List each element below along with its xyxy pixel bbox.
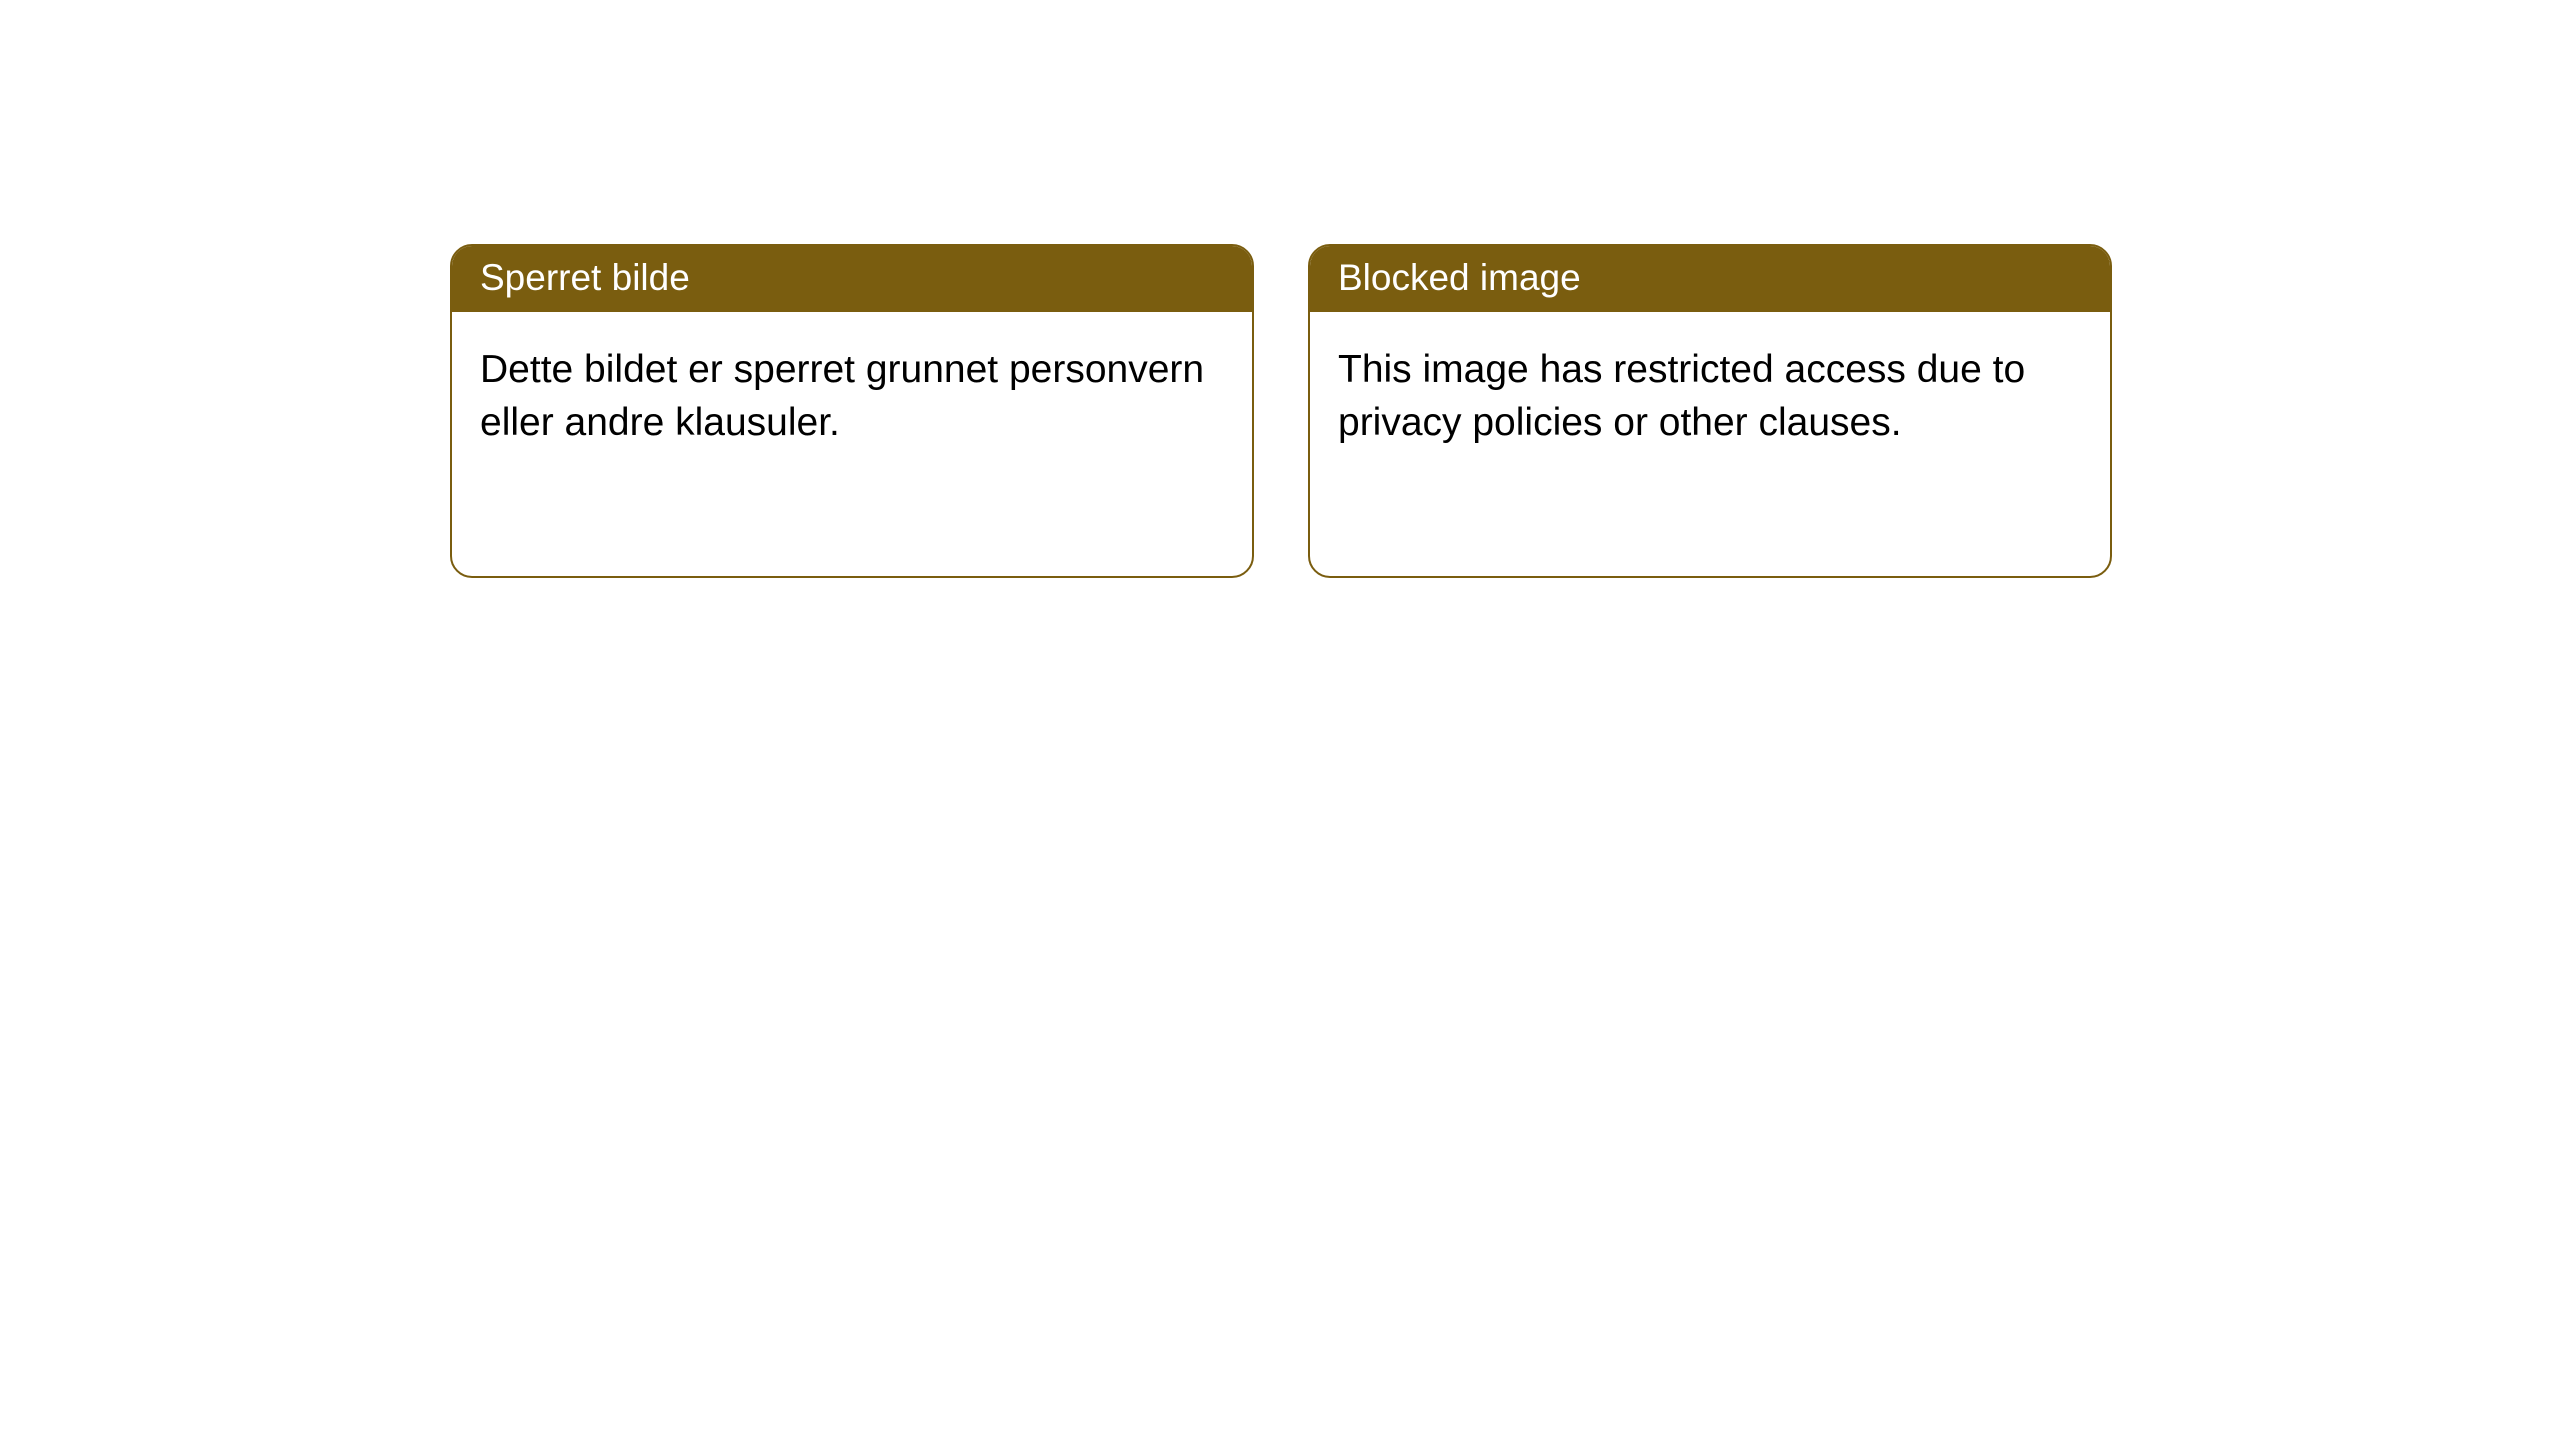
card-body-norwegian: Dette bildet er sperret grunnet personve… <box>452 312 1252 481</box>
blocked-image-card-english: Blocked image This image has restricted … <box>1308 244 2112 578</box>
card-title-english: Blocked image <box>1338 257 1581 298</box>
card-header-norwegian: Sperret bilde <box>452 246 1252 312</box>
card-body-english: This image has restricted access due to … <box>1310 312 2110 481</box>
card-message-norwegian: Dette bildet er sperret grunnet personve… <box>480 348 1204 444</box>
card-title-norwegian: Sperret bilde <box>480 257 690 298</box>
blocked-image-card-norwegian: Sperret bilde Dette bildet er sperret gr… <box>450 244 1254 578</box>
card-header-english: Blocked image <box>1310 246 2110 312</box>
notice-container: Sperret bilde Dette bildet er sperret gr… <box>0 0 2560 578</box>
card-message-english: This image has restricted access due to … <box>1338 348 2025 444</box>
